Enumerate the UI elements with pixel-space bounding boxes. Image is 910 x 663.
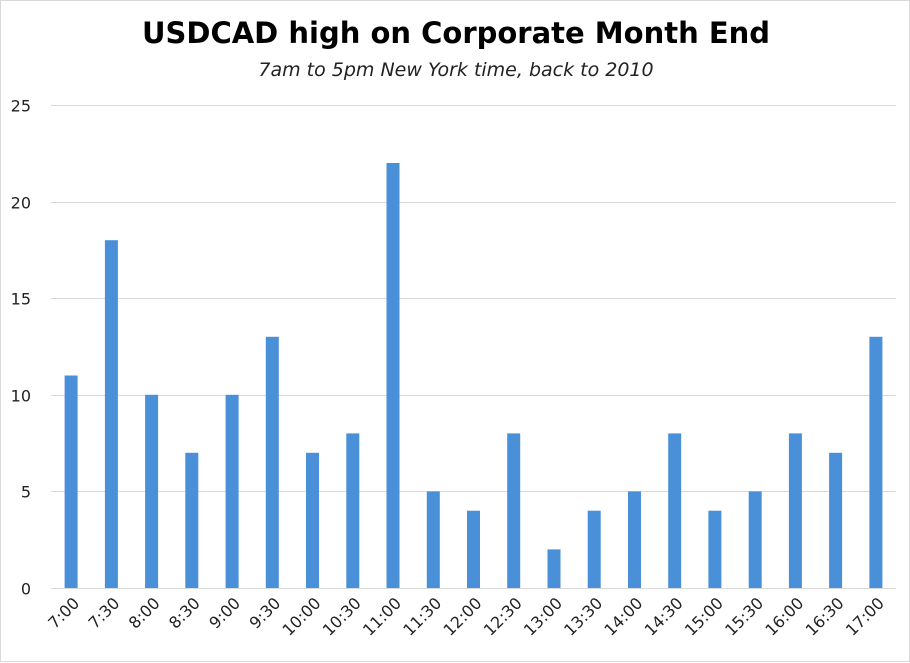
x-tick-label: 11:30 xyxy=(399,594,445,640)
x-tick-label: 14:00 xyxy=(600,594,646,640)
x-tick-label: 16:30 xyxy=(802,594,848,640)
bar xyxy=(587,510,601,588)
bar xyxy=(788,433,802,588)
x-tick-label: 13:30 xyxy=(560,594,606,640)
bar xyxy=(426,491,440,588)
x-tick-label: 10:00 xyxy=(279,594,325,640)
x-tick-label: 16:00 xyxy=(761,594,807,640)
y-tick-label: 15 xyxy=(11,290,31,309)
bar xyxy=(708,510,722,588)
x-tick-label: 11:00 xyxy=(359,594,405,640)
x-tick-label: 8:30 xyxy=(165,594,204,633)
bar xyxy=(507,433,521,588)
x-tick-label: 7:30 xyxy=(85,594,124,633)
y-tick-label: 0 xyxy=(21,580,31,599)
x-tick-label: 8:00 xyxy=(125,594,164,633)
x-tick-label: 12:00 xyxy=(439,594,485,640)
bar xyxy=(185,452,199,588)
bar xyxy=(748,491,762,588)
x-tick-label: 10:30 xyxy=(319,594,365,640)
bar xyxy=(145,394,159,588)
bar xyxy=(547,549,561,588)
y-tick-label: 5 xyxy=(21,483,31,502)
y-tick-label: 20 xyxy=(11,194,31,213)
x-tick-label: 7:00 xyxy=(44,594,83,633)
bars xyxy=(64,163,883,588)
y-tick-label: 25 xyxy=(11,97,31,116)
bar xyxy=(225,394,239,588)
bar xyxy=(346,433,360,588)
bar xyxy=(628,491,641,588)
x-tick-label: 13:00 xyxy=(520,594,566,640)
bar xyxy=(306,452,319,588)
x-tick-label: 9:00 xyxy=(205,594,244,633)
x-tick-label: 12:30 xyxy=(480,594,526,640)
chart-title: USDCAD high on Corporate Month End xyxy=(141,16,771,50)
x-tick-label: 15:00 xyxy=(681,594,727,640)
x-axis-ticks: 7:00 7:30 8:00 8:30 9:00 9:3010:0010:3011:001… xyxy=(44,594,888,640)
bar xyxy=(467,510,480,588)
y-axis-ticks: 0 5 10 15 20 25 xyxy=(11,97,31,599)
bar xyxy=(265,336,279,588)
bar xyxy=(386,163,400,588)
chart-subtitle: 7am to 5pm New York time, back to 2010 xyxy=(258,59,654,81)
bar xyxy=(64,375,78,588)
bar xyxy=(104,240,118,588)
y-tick-label: 10 xyxy=(11,387,31,406)
x-tick-label: 15:30 xyxy=(721,594,767,640)
x-tick-label: 14:30 xyxy=(641,594,687,640)
bar xyxy=(869,336,883,588)
bar xyxy=(829,452,843,588)
x-tick-label: 17:00 xyxy=(842,594,888,640)
bar xyxy=(668,433,682,588)
